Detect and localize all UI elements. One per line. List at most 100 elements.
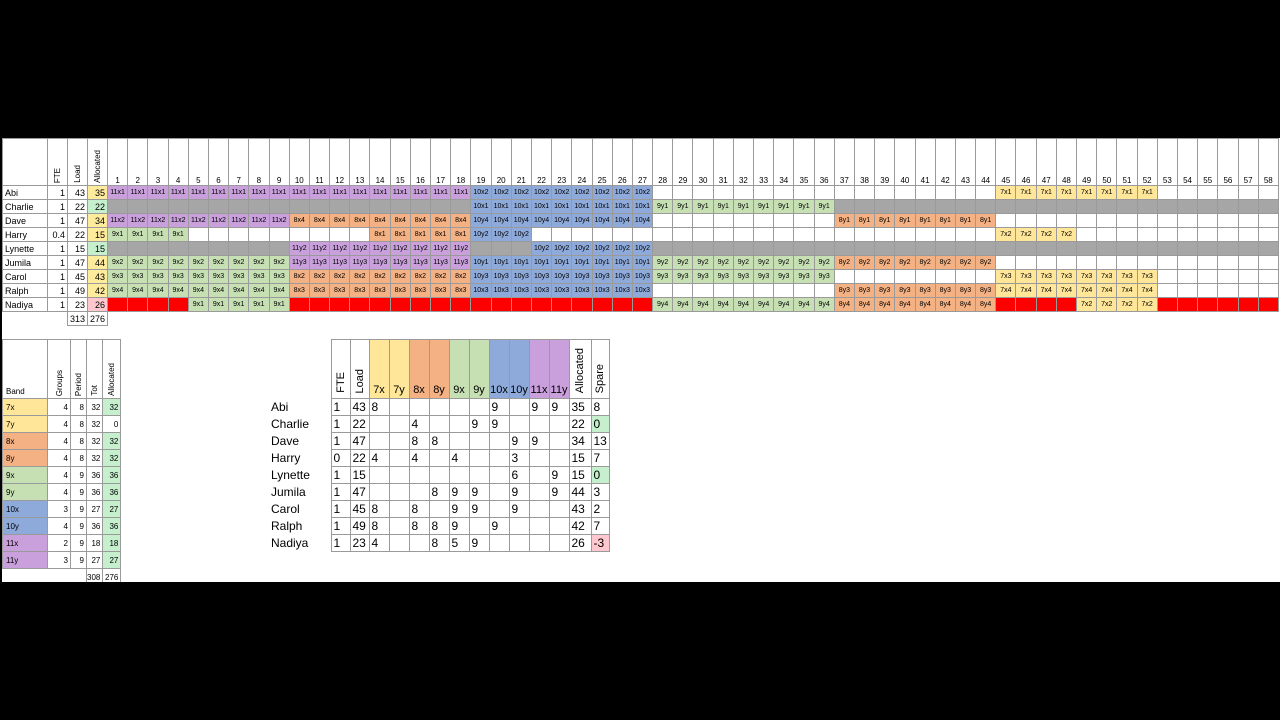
timetable-cell[interactable]: 11x1: [409, 185, 432, 200]
summary-band-cell[interactable]: [388, 534, 410, 552]
timetable-cell[interactable]: [1237, 283, 1259, 298]
timetable-cell[interactable]: [995, 297, 1017, 312]
timetable-cell[interactable]: 10x2: [510, 185, 532, 200]
timetable-cell[interactable]: [409, 297, 432, 312]
timetable-cell[interactable]: 10x2: [470, 185, 492, 200]
timetable-cell[interactable]: [874, 241, 896, 256]
timetable-cell[interactable]: 7x4: [1136, 283, 1158, 298]
timetable-cell[interactable]: [692, 283, 714, 298]
timetable-cell[interactable]: 7x2: [1055, 227, 1078, 242]
summary-staff-name[interactable]: Ralph: [271, 519, 303, 533]
staff-fte[interactable]: 1: [47, 269, 68, 284]
timetable-cell[interactable]: [1237, 199, 1259, 214]
timetable-cell[interactable]: 10y1: [611, 255, 633, 270]
timetable-cell[interactable]: [853, 199, 876, 214]
summary-band-cell[interactable]: 8: [428, 534, 450, 552]
band-tot[interactable]: 27: [85, 551, 104, 569]
timetable-cell[interactable]: 10x3: [510, 283, 532, 298]
timetable-cell[interactable]: 9y4: [672, 297, 694, 312]
summary-band-cell[interactable]: [368, 432, 390, 450]
timetable-cell[interactable]: 8y4: [954, 297, 977, 312]
timetable-cell[interactable]: 8x1: [389, 227, 411, 242]
timetable-cell[interactable]: [429, 297, 452, 312]
timetable-cell[interactable]: 8x2: [349, 269, 371, 284]
header-groups[interactable]: Groups: [47, 339, 71, 399]
timetable-cell[interactable]: 9y3: [813, 269, 835, 284]
timetable-cell[interactable]: 10y4: [551, 213, 573, 228]
timetable-cell[interactable]: 7x4: [1055, 283, 1078, 298]
timetable-cell[interactable]: 11x1: [349, 185, 371, 200]
staff-load[interactable]: 22: [67, 227, 88, 242]
timetable-cell[interactable]: [1237, 241, 1259, 256]
timetable-cell[interactable]: 8x1: [429, 227, 452, 242]
timetable-cell[interactable]: [1015, 297, 1037, 312]
timetable-cell[interactable]: [652, 283, 674, 298]
timetable-cell[interactable]: 8y4: [853, 297, 876, 312]
timetable-cell[interactable]: 10x2: [631, 185, 654, 200]
timetable-cell[interactable]: 9y4: [732, 297, 755, 312]
timetable-cell[interactable]: [1156, 255, 1178, 270]
band-allocated[interactable]: 32: [102, 449, 122, 467]
timetable-cell[interactable]: 8y1: [833, 213, 855, 228]
timetable-cell[interactable]: 10x3: [490, 283, 512, 298]
period-header[interactable]: 30: [692, 138, 714, 186]
timetable-cell[interactable]: 10y3: [571, 269, 593, 284]
timetable-cell[interactable]: [793, 241, 815, 256]
staff-name[interactable]: Dave: [2, 213, 48, 228]
timetable-cell[interactable]: 11y2: [288, 241, 310, 256]
timetable-cell[interactable]: 10y1: [631, 255, 654, 270]
timetable-cell[interactable]: [611, 227, 633, 242]
summary-band-cell[interactable]: [528, 517, 550, 535]
timetable-cell[interactable]: 10y4: [631, 213, 654, 228]
summary-band-cell[interactable]: [428, 398, 450, 416]
summary-fte[interactable]: 1: [330, 415, 351, 433]
timetable-cell[interactable]: [369, 199, 391, 214]
timetable-cell[interactable]: 8y4: [975, 297, 997, 312]
timetable-cell[interactable]: 7x2: [1096, 297, 1118, 312]
timetable-cell[interactable]: [389, 297, 411, 312]
period-header[interactable]: 9: [268, 138, 290, 186]
timetable-cell[interactable]: 11x1: [106, 185, 129, 200]
timetable-cell[interactable]: [1237, 185, 1259, 200]
timetable-cell[interactable]: 7x1: [995, 185, 1017, 200]
timetable-cell[interactable]: 7x2: [1015, 227, 1037, 242]
timetable-cell[interactable]: [732, 227, 755, 242]
timetable-cell[interactable]: [1257, 241, 1279, 256]
summary-band-cell[interactable]: [528, 534, 550, 552]
timetable-cell[interactable]: [167, 241, 189, 256]
timetable-cell[interactable]: 8x2: [389, 269, 411, 284]
timetable-cell[interactable]: 7x3: [1015, 269, 1037, 284]
timetable-cell[interactable]: 8x2: [429, 269, 452, 284]
summary-band-cell[interactable]: [488, 534, 510, 552]
timetable-cell[interactable]: [954, 199, 977, 214]
staff-allocated[interactable]: 26: [87, 297, 108, 312]
staff-fte[interactable]: 1: [47, 213, 68, 228]
timetable-cell[interactable]: 11x1: [450, 185, 472, 200]
timetable-cell[interactable]: 11x1: [268, 185, 290, 200]
summary-staff-name[interactable]: Nadiya: [271, 536, 309, 550]
timetable-cell[interactable]: 8x2: [308, 269, 331, 284]
summary-allocated[interactable]: 42: [568, 517, 592, 535]
summary-staff-name[interactable]: Charlie: [271, 417, 310, 431]
summary-band-cell[interactable]: [388, 432, 410, 450]
staff-allocated[interactable]: 15: [87, 227, 108, 242]
timetable-cell[interactable]: [1075, 213, 1098, 228]
period-header[interactable]: 11: [308, 138, 331, 186]
timetable-cell[interactable]: [672, 213, 694, 228]
timetable-cell[interactable]: [853, 269, 876, 284]
timetable-cell[interactable]: [1055, 199, 1078, 214]
timetable-cell[interactable]: 10y1: [490, 255, 512, 270]
timetable-cell[interactable]: 7x3: [1035, 269, 1057, 284]
timetable-cell[interactable]: [1237, 297, 1259, 312]
timetable-cell[interactable]: 7x2: [1035, 227, 1057, 242]
timetable-cell[interactable]: 10y4: [470, 213, 492, 228]
timetable-cell[interactable]: 8x4: [308, 213, 331, 228]
summary-spare[interactable]: 0: [590, 466, 610, 484]
timetable-cell[interactable]: 9x3: [248, 269, 270, 284]
timetable-cell[interactable]: 7x1: [1015, 185, 1037, 200]
timetable-cell[interactable]: [268, 199, 290, 214]
timetable-cell[interactable]: [1055, 255, 1078, 270]
timetable-cell[interactable]: 7x3: [1096, 269, 1118, 284]
timetable-cell[interactable]: [1176, 283, 1199, 298]
staff-load[interactable]: 23: [67, 297, 88, 312]
